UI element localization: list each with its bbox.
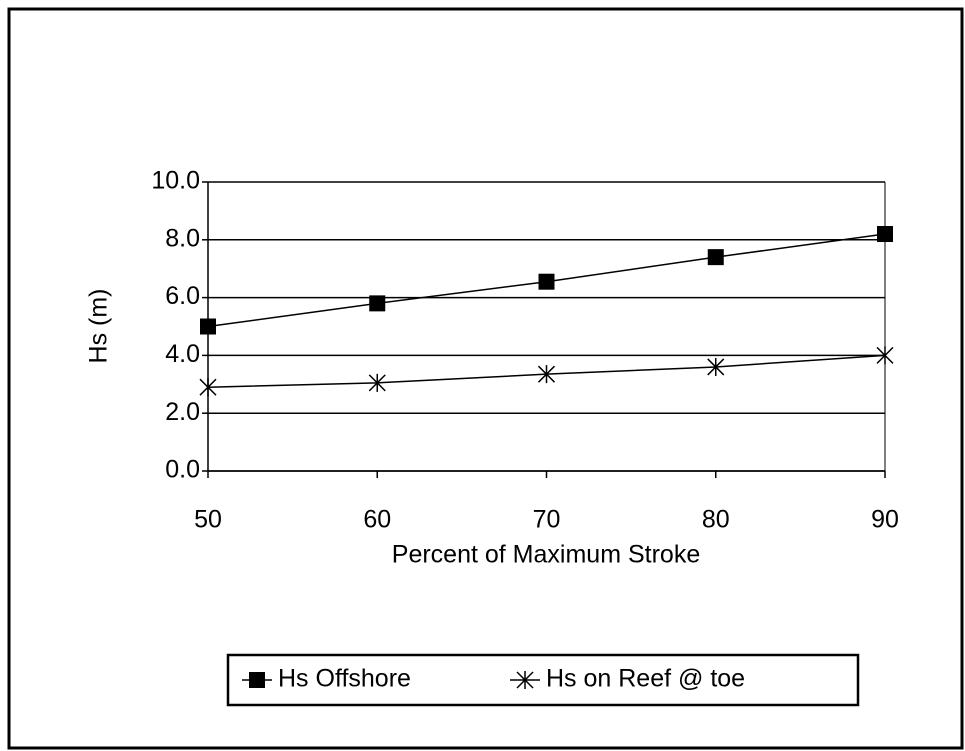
- marker: [369, 295, 386, 312]
- marker: [876, 346, 894, 365]
- y-tick-label: 6.0: [165, 282, 200, 310]
- x-tick-label: 70: [533, 506, 561, 534]
- y-tick-label: 8.0: [165, 224, 200, 252]
- x-tick-label: 90: [871, 506, 899, 534]
- legend-box: [226, 653, 860, 707]
- marker: [199, 378, 217, 397]
- marker: [707, 249, 724, 266]
- x-tick-label: 60: [363, 506, 391, 534]
- legend-label: Hs on Reef @ toe: [546, 665, 745, 693]
- y-tick-label: 4.0: [165, 340, 200, 368]
- marker: [538, 273, 555, 290]
- marker: [537, 365, 556, 384]
- marker: [249, 672, 265, 688]
- marker: [200, 318, 216, 335]
- x-tick-label: 50: [194, 506, 222, 534]
- marker: [707, 357, 725, 376]
- x-tick-label: 80: [702, 506, 730, 534]
- legend-label: Hs Offshore: [278, 665, 411, 693]
- y-tick-label: 10.0: [151, 167, 200, 195]
- x-axis-label: Percent of Maximum Stroke: [392, 541, 700, 569]
- y-tick-label: 0.0: [165, 456, 200, 484]
- y-tick-label: 2.0: [165, 398, 200, 426]
- y-axis-label: Hs (m): [85, 289, 113, 364]
- marker: [368, 373, 386, 392]
- marker: [516, 671, 534, 689]
- chart-frame: [7, 7, 964, 750]
- marker: [877, 226, 893, 243]
